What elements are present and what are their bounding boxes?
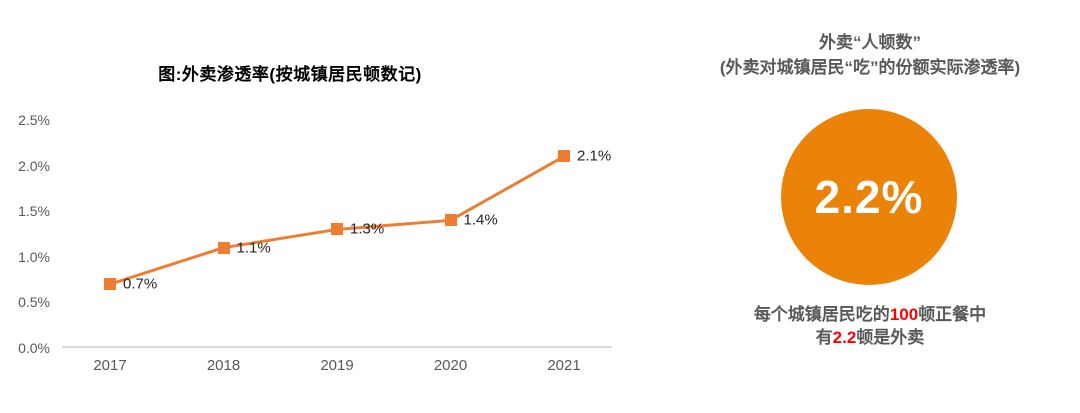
penetration-circle-value: 2.2% (814, 171, 924, 223)
x-axis-tick: 2017 (93, 357, 127, 374)
data-point-label: 0.7% (123, 275, 158, 293)
caption-line1: 每个城镇居民吃的100顿正餐中 (660, 303, 1080, 326)
data-point-marker (104, 278, 116, 291)
data-point-marker (331, 223, 343, 236)
right-title-line2: (外卖对城镇居民“吃”的份额实际渗透率) (719, 58, 1021, 77)
x-axis-tick: 2018 (206, 357, 241, 374)
caption-line2-highlight: 2.2 (832, 328, 857, 347)
data-point-marker (217, 241, 230, 254)
data-point-label: 1.3% (350, 220, 385, 238)
data-point-marker (444, 214, 457, 227)
data-point-marker (558, 150, 570, 163)
x-axis-tick: 2021 (547, 357, 581, 374)
data-point-label: 2.1% (577, 147, 612, 165)
data-point-label: 1.4% (463, 211, 498, 229)
data-point-label: 1.1% (236, 239, 271, 257)
y-axis-tick: 1.5% (18, 203, 50, 220)
right-title-line1: 外卖“人顿数” (819, 33, 921, 52)
caption-line2-pre: 有 (815, 328, 833, 347)
y-axis-tick: 2.0% (18, 157, 50, 174)
y-axis-tick: 0.0% (18, 340, 50, 356)
x-axis-tick-labels: 2017 2018 2019 2020 2021 (62, 357, 612, 377)
x-axis-tick: 2020 (433, 357, 468, 374)
caption-line1-pre: 每个城镇居民吃的 (753, 305, 890, 324)
y-axis-tick: 0.5% (18, 294, 50, 311)
caption-line2-post: 顿是外卖 (856, 328, 925, 347)
y-axis-tick: 1.0% (18, 248, 50, 265)
right-panel-title: 外卖“人顿数” (外卖对城镇居民“吃”的份额实际渗透率) (660, 30, 1080, 80)
caption-line2: 有2.2顿是外卖 (660, 326, 1080, 349)
plot-area: 0.7% 1.1% 1.3% 1.4% 2.1% (62, 120, 612, 348)
chart-title: 图:外卖渗透率(按城镇居民顿数记) (158, 65, 422, 84)
caption-text: 每个城镇居民吃的100顿正餐中 有2.2顿是外卖 (660, 303, 1080, 349)
penetration-circle: 2.2% (781, 109, 957, 285)
x-axis-tick: 2019 (320, 357, 354, 374)
y-axis-tick: 2.5% (18, 112, 50, 128)
caption-line1-post: 顿正餐中 (918, 305, 987, 324)
y-axis-tick-labels: 0.0% 0.5% 1.0% 1.5% 2.0% 2.5% (0, 112, 50, 356)
caption-line1-highlight: 100 (889, 305, 919, 324)
